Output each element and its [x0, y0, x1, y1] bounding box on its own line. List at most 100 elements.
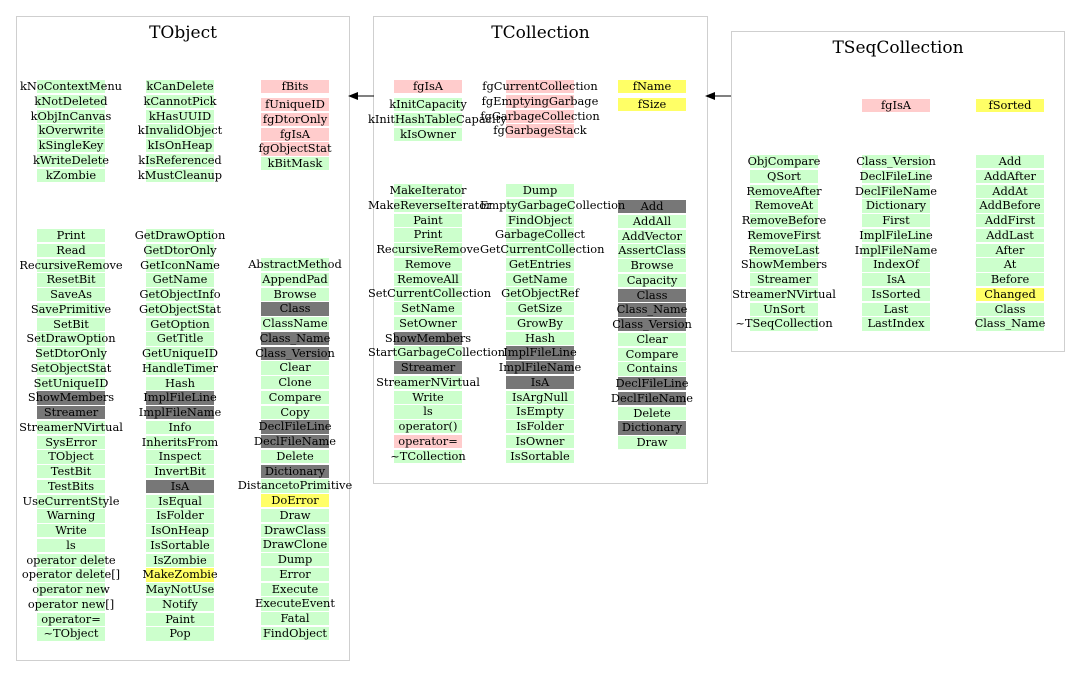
member-label: At	[1003, 257, 1017, 272]
member-highlight	[261, 331, 329, 346]
member-item: ShowMembers	[724, 258, 844, 272]
member-item: AddFirst	[950, 213, 1070, 228]
member-highlight	[618, 80, 686, 94]
member-highlight	[394, 257, 462, 272]
member-item: RecursiveRemove	[368, 242, 488, 257]
member-label: operator delete	[26, 552, 116, 567]
member-item: GetName	[480, 271, 600, 286]
member-label: Hash	[165, 375, 195, 390]
member-label: kSingleKey	[38, 138, 104, 152]
member-item: Class	[592, 288, 712, 302]
member-highlight	[394, 434, 462, 449]
member-label: Info	[168, 419, 192, 434]
member-highlight	[37, 391, 105, 405]
member-label: ImplFileName	[498, 360, 582, 374]
member-item: DeclFileLine	[836, 169, 956, 184]
member-label: kCanDelete	[146, 79, 214, 93]
member-item: kZombie	[11, 168, 131, 182]
member-highlight	[37, 376, 105, 390]
member-highlight	[506, 198, 574, 213]
member-label: Pop	[169, 626, 191, 641]
member-item: fSorted	[950, 98, 1070, 113]
member-item: fgIsA	[836, 98, 956, 113]
member-highlight	[394, 98, 462, 112]
member-item: operator new[]	[11, 597, 131, 612]
member-highlight	[261, 420, 329, 434]
member-item: IsFolder	[120, 509, 240, 523]
member-label: DistancetoPrimitive	[237, 478, 353, 493]
member-label: AppendPad	[262, 271, 328, 286]
member-label: TObject	[48, 449, 94, 464]
member-label: StreamerNVirtual	[376, 374, 480, 389]
member-highlight	[394, 287, 462, 301]
member-label: IsZombie	[153, 552, 207, 567]
member-highlight	[750, 273, 818, 287]
member-label: DeclFileLine	[615, 376, 689, 390]
member-label: Before	[990, 272, 1030, 286]
member-highlight	[146, 524, 214, 538]
member-highlight	[862, 287, 930, 302]
member-label: operator delete[]	[21, 567, 121, 582]
member-item: DeclFileName	[235, 434, 355, 449]
member-label: IsOnHeap	[151, 523, 209, 537]
member-label: fSorted	[988, 98, 1032, 112]
member-item: SavePrimitive	[11, 302, 131, 317]
member-label: Clear	[279, 360, 311, 375]
member-highlight	[976, 99, 1044, 113]
member-item: Add	[592, 199, 712, 214]
member-label: operator()	[398, 419, 458, 433]
member-label: GrowBy	[517, 315, 563, 330]
member-highlight	[862, 317, 930, 331]
member-item: ImplFileName	[120, 405, 240, 420]
member-label: Class_Version	[612, 317, 692, 331]
member-item: Hash	[480, 331, 600, 345]
member-highlight	[261, 112, 329, 127]
member-highlight	[146, 391, 214, 405]
member-highlight	[37, 465, 105, 479]
member-label: IsSortable	[510, 448, 570, 463]
member-item: operator()	[368, 419, 488, 434]
member-label: Compare	[268, 389, 322, 404]
member-item: GetUniqueID	[120, 346, 240, 361]
member-label: RecursiveRemove	[19, 257, 123, 272]
member-highlight	[37, 524, 105, 538]
member-label: ~TCollection	[390, 448, 466, 463]
member-highlight	[976, 273, 1044, 287]
member-highlight	[37, 361, 105, 376]
member-label: kIsOwner	[400, 126, 456, 141]
member-label: fgIsA	[880, 98, 912, 112]
member-item: SysError	[11, 435, 131, 449]
member-label: fgIsA	[279, 126, 311, 141]
member-highlight	[394, 213, 462, 227]
member-item: ClassName	[235, 316, 355, 331]
member-item: GetObjectStat	[120, 302, 240, 317]
member-highlight	[618, 421, 686, 435]
member-label: Class	[994, 301, 1026, 316]
member-item: ImplFileLine	[120, 391, 240, 405]
member-label: kOverwrite	[38, 123, 104, 138]
member-label: Contains	[626, 361, 678, 376]
member-highlight	[261, 127, 329, 141]
member-item: SetCurrentCollection	[368, 287, 491, 301]
member-label: GetDtorOnly	[143, 242, 217, 257]
member-item: ExecuteEvent	[235, 597, 355, 611]
member-label: DrawClass	[264, 522, 326, 537]
member-label: operator=	[398, 433, 458, 448]
member-highlight	[862, 302, 930, 316]
member-highlight	[146, 139, 214, 153]
member-item: GetObjectRef	[480, 287, 600, 301]
member-highlight	[37, 243, 105, 258]
member-item: StartGarbageCollection	[368, 346, 505, 360]
member-highlight	[618, 98, 686, 112]
member-label: SetObjectStat	[30, 360, 112, 375]
member-label: GetName	[512, 271, 568, 286]
member-highlight	[146, 376, 214, 390]
member-item: Paint	[120, 612, 240, 626]
member-highlight	[261, 626, 329, 641]
member-item: kWriteDelete	[11, 153, 131, 168]
member-highlight	[37, 494, 105, 508]
member-highlight	[37, 479, 105, 494]
member-highlight	[146, 553, 214, 567]
member-label: ObjCompare	[747, 154, 821, 168]
member-label: IsEmpty	[516, 404, 564, 419]
